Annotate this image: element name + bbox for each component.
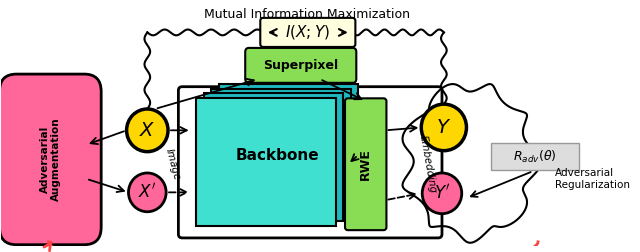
FancyBboxPatch shape [0, 74, 101, 245]
Bar [204, 93, 343, 222]
Ellipse shape [421, 104, 467, 151]
Bar [219, 84, 358, 212]
Text: $X$: $X$ [139, 121, 156, 140]
Ellipse shape [129, 173, 166, 212]
FancyBboxPatch shape [345, 98, 387, 230]
Ellipse shape [422, 173, 461, 214]
FancyBboxPatch shape [260, 18, 355, 47]
FancyBboxPatch shape [179, 87, 442, 238]
Text: $R_{adv}(\theta)$: $R_{adv}(\theta)$ [513, 148, 557, 165]
Text: $Y'$: $Y'$ [434, 184, 450, 203]
Text: $I(X; Y)$: $I(X; Y)$ [285, 23, 330, 41]
Text: Superpixel: Superpixel [263, 59, 339, 72]
FancyBboxPatch shape [491, 143, 579, 170]
Text: Embedding: Embedding [418, 134, 438, 194]
Bar [196, 98, 335, 226]
Text: RWE: RWE [359, 148, 372, 180]
FancyBboxPatch shape [245, 48, 356, 83]
Ellipse shape [127, 109, 168, 152]
Text: Mutual Information Maximization: Mutual Information Maximization [204, 9, 410, 21]
Text: Adversarial
Regularization: Adversarial Regularization [555, 168, 630, 190]
Text: Adversarial
Augmentation: Adversarial Augmentation [40, 118, 61, 201]
Text: Image: Image [164, 147, 182, 181]
Text: $X'$: $X'$ [138, 183, 157, 202]
Text: Backbone: Backbone [236, 148, 319, 163]
Bar [211, 89, 351, 216]
Text: $Y$: $Y$ [436, 118, 451, 137]
